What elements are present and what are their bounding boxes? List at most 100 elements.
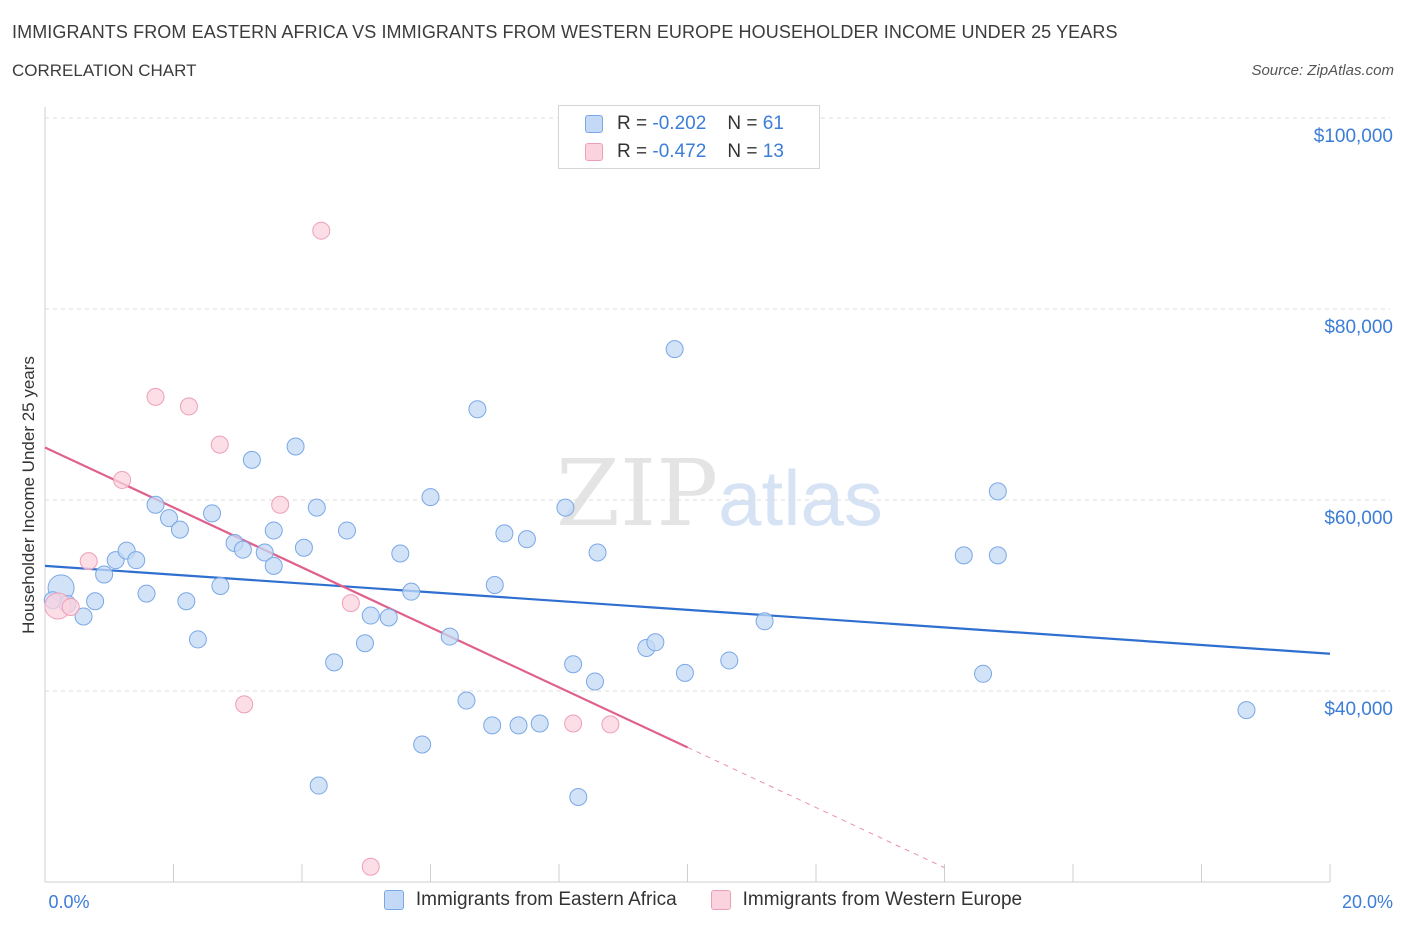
- data-point: [361, 606, 380, 625]
- data-point: [255, 543, 274, 562]
- axes: [44, 107, 1331, 883]
- data-point: [61, 597, 80, 616]
- data-point: [113, 470, 132, 489]
- legend-r-label: R =: [617, 113, 648, 134]
- y-tick-label: $40,000: [1324, 699, 1393, 720]
- data-point: [720, 651, 739, 670]
- data-point: [355, 634, 374, 653]
- data-point: [413, 735, 432, 754]
- series-swatch-western-europe: [710, 890, 731, 910]
- chart-subtitle: CORRELATION CHART: [12, 61, 197, 80]
- data-point: [646, 633, 665, 652]
- watermark-zip: ZIP: [556, 440, 719, 547]
- data-point: [974, 664, 993, 683]
- data-point: [307, 498, 326, 517]
- series-legend-label: Immigrants from Western Europe: [742, 889, 1023, 910]
- legend-row-western-europe: R = -0.472 N = 13: [585, 140, 784, 164]
- data-point: [495, 524, 514, 543]
- legend-row-eastern-africa: R = -0.202 N = 61: [585, 112, 784, 136]
- data-point: [468, 400, 487, 419]
- data-point: [379, 608, 398, 627]
- data-point: [137, 584, 156, 603]
- data-point: [665, 340, 684, 359]
- data-point: [177, 592, 196, 611]
- data-point: [1237, 701, 1256, 720]
- data-point: [564, 714, 583, 733]
- trend-line-extension: [687, 746, 945, 869]
- data-point: [517, 530, 536, 549]
- data-point: [188, 630, 207, 649]
- data-point: [160, 509, 179, 528]
- data-point: [79, 552, 98, 571]
- x-tick-label: 0.0%: [48, 892, 89, 912]
- y-tick-label: $80,000: [1324, 317, 1393, 338]
- source-note: Source: ZipAtlas.com: [1251, 62, 1394, 79]
- data-point: [361, 857, 380, 876]
- series-legend-label: Immigrants from Eastern Africa: [415, 889, 677, 910]
- data-point: [235, 695, 254, 714]
- data-point: [483, 716, 502, 735]
- legend-n-value: 13: [762, 141, 784, 162]
- data-point: [95, 565, 114, 584]
- data-point: [242, 450, 261, 469]
- data-point: [509, 716, 528, 735]
- legend-r-label: R =: [617, 141, 648, 162]
- chart-title: IMMIGRANTS FROM EASTERN AFRICA VS IMMIGR…: [12, 22, 1118, 42]
- x-tick-label: 20.0%: [1342, 892, 1393, 912]
- y-axis-label: Householder Income Under 25 years: [19, 356, 38, 634]
- data-point: [312, 221, 331, 240]
- data-point: [341, 594, 360, 613]
- data-point: [556, 498, 575, 517]
- series-swatch-eastern-africa: [383, 890, 404, 910]
- legend-swatch-western-europe: [585, 143, 603, 161]
- data-point: [210, 435, 229, 454]
- data-point: [337, 521, 356, 540]
- data-point: [569, 788, 588, 807]
- legend-swatch-eastern-africa: [585, 115, 603, 133]
- trend-lines: [44, 446, 1331, 869]
- legend-r-value: -0.202: [652, 113, 707, 134]
- legend-n-value: 61: [762, 113, 784, 134]
- series-legend: Immigrants from Eastern Africa Immigrant…: [0, 889, 1406, 911]
- data-point: [988, 482, 1007, 501]
- data-point: [588, 543, 607, 562]
- data-point: [755, 612, 774, 631]
- data-point: [988, 546, 1007, 565]
- data-point: [211, 576, 230, 595]
- data-point: [391, 544, 410, 563]
- y-tick-label: $100,000: [1314, 126, 1393, 147]
- data-point: [309, 776, 328, 795]
- data-point: [675, 663, 694, 682]
- data-point: [264, 556, 283, 575]
- data-point: [325, 653, 344, 672]
- series-legend-eastern-africa[interactable]: Immigrants from Eastern Africa: [383, 889, 677, 911]
- legend-r-value: -0.472: [652, 141, 707, 162]
- data-point: [585, 672, 604, 691]
- data-point: [74, 607, 93, 626]
- data-point: [564, 655, 583, 674]
- data-point: [530, 714, 549, 733]
- trend-line: [44, 564, 1331, 655]
- watermark: ZIPatlas: [556, 440, 883, 547]
- data-point: [485, 575, 504, 594]
- legend-n-label: N =: [727, 113, 758, 134]
- data-point: [421, 488, 440, 507]
- legend-n-label: N =: [727, 141, 758, 162]
- gridlines: [45, 117, 1390, 692]
- data-point: [457, 691, 476, 710]
- data-point: [264, 521, 283, 540]
- series-legend-western-europe[interactable]: Immigrants from Western Europe: [710, 889, 1023, 911]
- correlation-legend: R = -0.202 N = 61 R = -0.472 N = 13: [558, 105, 820, 169]
- data-points: [43, 221, 1256, 876]
- data-point: [146, 387, 165, 406]
- y-tick-label: $60,000: [1324, 508, 1393, 529]
- data-point: [954, 546, 973, 565]
- data-point: [170, 520, 189, 539]
- data-point: [286, 437, 305, 456]
- data-point: [440, 627, 459, 646]
- data-point: [127, 551, 146, 570]
- data-point: [601, 715, 620, 734]
- data-point: [179, 397, 198, 416]
- data-point: [294, 538, 313, 557]
